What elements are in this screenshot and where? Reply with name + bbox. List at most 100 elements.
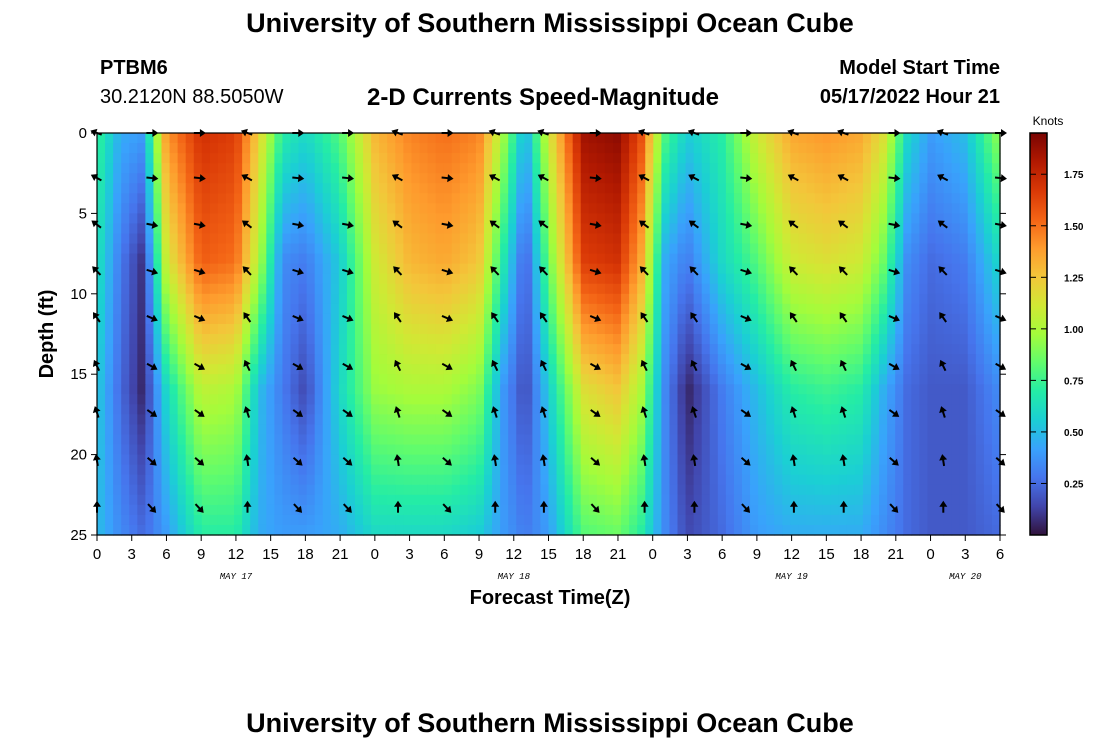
heatmap-cell	[97, 434, 106, 446]
heatmap-cell	[854, 524, 864, 536]
heatmap-cell	[129, 183, 138, 194]
heatmap-cell	[854, 504, 864, 516]
heatmap-cell	[661, 404, 671, 415]
heatmap-cell	[742, 494, 751, 506]
heatmap-cell	[403, 253, 413, 265]
heatmap-cell	[363, 233, 372, 245]
heatmap-cell	[983, 524, 993, 536]
heatmap-cell	[387, 404, 396, 415]
heatmap-cell	[137, 414, 146, 426]
heatmap-cell	[330, 474, 340, 486]
heatmap-cell	[459, 203, 469, 214]
heatmap-cell	[500, 374, 509, 385]
current-vector	[293, 503, 303, 513]
heatmap-cell	[588, 263, 598, 275]
heatmap-cell	[467, 263, 477, 275]
heatmap-cell	[677, 183, 687, 194]
heatmap-cell	[137, 444, 146, 456]
heatmap-cell	[201, 223, 211, 235]
heatmap-cell	[895, 303, 904, 315]
heatmap-cell	[790, 283, 800, 295]
colorbar-tick-label: 1.00	[1064, 325, 1084, 336]
heatmap-cell	[282, 223, 292, 235]
heatmap-cell	[951, 434, 961, 446]
heatmap-cell	[717, 364, 727, 375]
heatmap-cell	[798, 183, 808, 194]
heatmap-cell	[935, 354, 945, 365]
heatmap-cell	[467, 494, 477, 506]
heatmap-cell	[435, 273, 445, 285]
heatmap-cell	[733, 464, 743, 476]
current-vector	[838, 220, 849, 229]
heatmap-cell	[322, 133, 332, 144]
heatmap-cell	[701, 213, 711, 225]
heatmap-cell	[290, 464, 300, 476]
heatmap-cell	[871, 444, 880, 456]
heatmap-cell	[435, 464, 445, 476]
heatmap-cell	[209, 243, 219, 255]
heatmap-cell	[951, 253, 961, 265]
heatmap-cell	[709, 474, 719, 486]
heatmap-cell	[733, 404, 743, 415]
heatmap-cell	[97, 504, 106, 516]
heatmap-cell	[395, 434, 404, 446]
heatmap-cell	[919, 293, 929, 305]
heatmap-cell	[790, 474, 800, 486]
heatmap-cell	[314, 143, 324, 154]
heatmap-cell	[701, 193, 711, 204]
heatmap-cell	[790, 374, 800, 385]
x-tick-label: 3	[128, 546, 136, 563]
heatmap-cell	[862, 143, 872, 154]
heatmap-cell	[935, 394, 945, 405]
heatmap-cell	[604, 303, 614, 315]
heatmap-cell	[201, 163, 211, 174]
heatmap-cell	[653, 394, 662, 405]
heatmap-cell	[306, 514, 316, 526]
heatmap-cell	[274, 283, 284, 295]
heatmap-cell	[161, 424, 171, 436]
heatmap-cell	[895, 233, 904, 245]
heatmap-cell	[871, 293, 880, 305]
heatmap-cell	[532, 293, 542, 305]
heatmap-cell	[975, 283, 985, 295]
heatmap-cell	[419, 153, 429, 164]
heatmap-cell	[943, 273, 953, 285]
heatmap-cell	[822, 484, 832, 496]
heatmap-cell	[484, 424, 493, 436]
heatmap-cell	[524, 374, 533, 385]
heatmap-cell	[911, 334, 920, 345]
heatmap-cell	[355, 444, 364, 456]
heatmap-cell	[169, 464, 179, 476]
heatmap-cell	[629, 364, 638, 375]
heatmap-cell	[854, 374, 864, 385]
heatmap-cell	[234, 213, 243, 225]
heatmap-cell	[500, 293, 509, 305]
heatmap-cell	[371, 303, 380, 315]
heatmap-cell	[750, 153, 759, 164]
heatmap-cell	[443, 143, 453, 154]
heatmap-cell	[580, 494, 590, 506]
heatmap-cell	[822, 223, 832, 235]
heatmap-cell	[991, 504, 1001, 516]
heatmap-cell	[492, 384, 501, 395]
heatmap-cell	[927, 374, 937, 385]
heatmap-cell	[419, 374, 429, 385]
heatmap-cell	[846, 263, 856, 275]
heatmap-cell	[185, 283, 195, 295]
heatmap-cell	[484, 133, 493, 144]
heatmap-cell	[540, 494, 550, 506]
heatmap-cell	[927, 313, 937, 325]
heatmap-cell	[701, 384, 711, 395]
heatmap-cell	[983, 344, 993, 355]
heatmap-cell	[492, 484, 501, 496]
heatmap-cell	[669, 323, 679, 335]
heatmap-cell	[943, 374, 953, 385]
heatmap-cell	[790, 293, 800, 305]
heatmap-cell	[379, 394, 388, 405]
heatmap-cell	[121, 394, 130, 405]
heatmap-cell	[177, 454, 187, 466]
heatmap-cell	[258, 404, 267, 415]
heatmap-cell	[645, 193, 654, 204]
heatmap-cell	[943, 243, 953, 255]
heatmap-cell	[113, 444, 122, 456]
